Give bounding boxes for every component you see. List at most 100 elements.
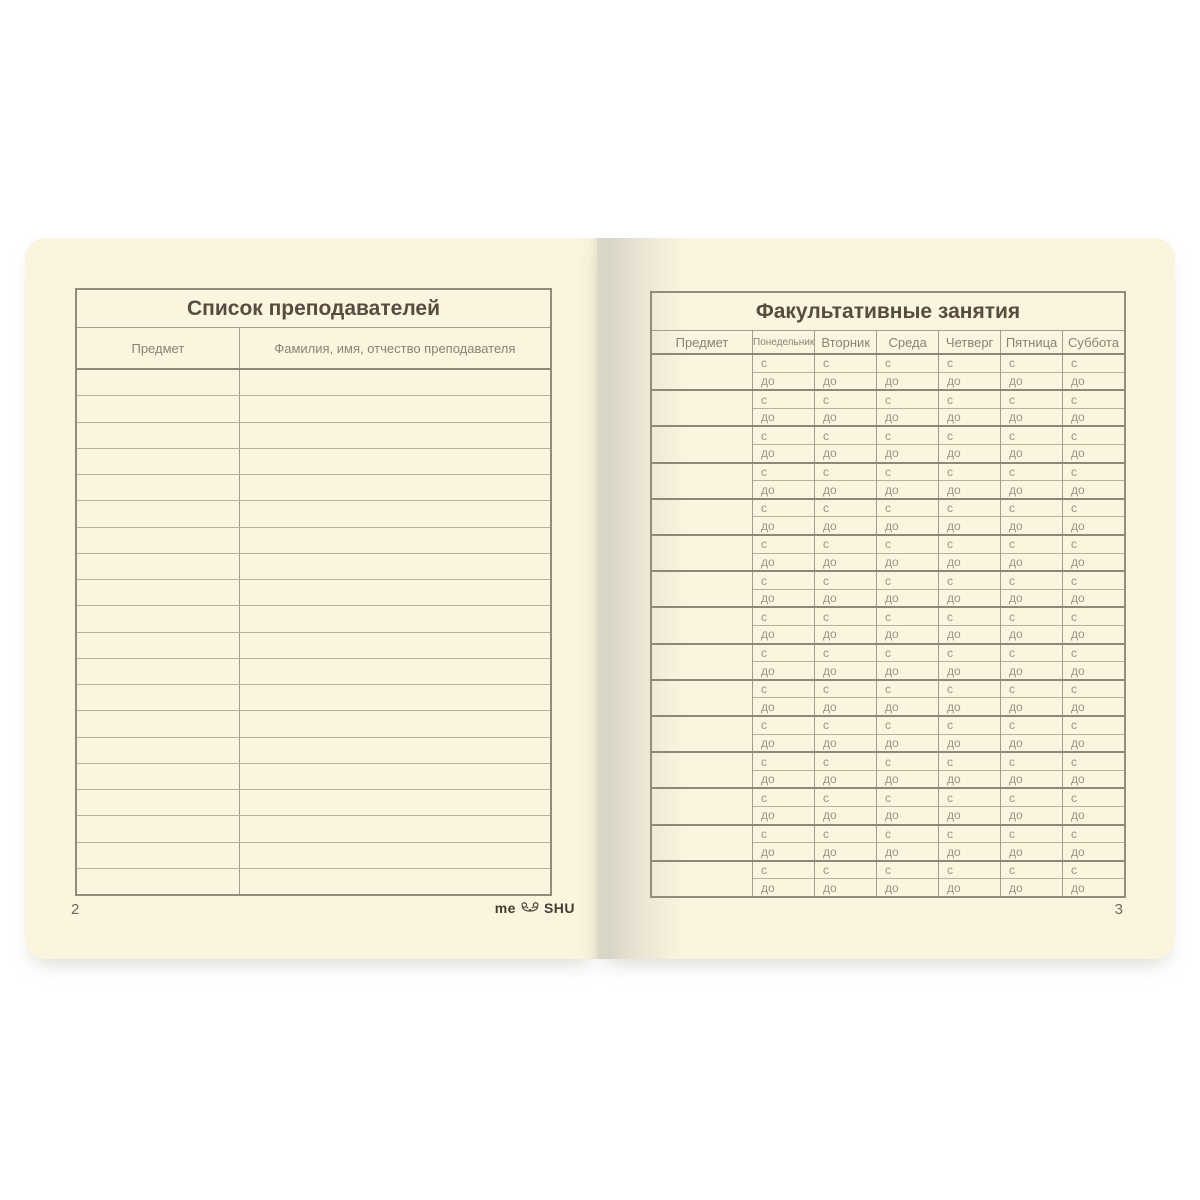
teacher-row xyxy=(77,658,550,685)
elective-from-cell: с xyxy=(1063,862,1124,880)
to-label: до xyxy=(885,808,899,823)
elective-from-cell: с xyxy=(877,355,938,373)
elective-to-cell: до xyxy=(1001,409,1062,426)
elective-from-cell: с xyxy=(753,789,814,808)
to-label: до xyxy=(1009,446,1023,461)
from-label: с xyxy=(947,428,953,443)
elective-to-cell: до xyxy=(877,590,938,607)
elective-from-cell: с xyxy=(877,753,938,771)
elective-row: с до с до с до с до с до с до xyxy=(652,823,1124,860)
teacher-name-cell xyxy=(238,632,550,658)
elective-from-cell: с xyxy=(1063,355,1124,373)
teacher-subject-cell xyxy=(77,554,239,579)
elective-row: с до с до с до с до с до с до xyxy=(652,355,1124,390)
teachers-table-title: Список преподавателей xyxy=(77,290,550,328)
from-label: с xyxy=(1071,537,1077,552)
elective-to-cell: до xyxy=(753,445,814,462)
elective-to-cell: до xyxy=(877,554,938,571)
elective-day-cell: с до xyxy=(1000,753,1062,788)
from-label: с xyxy=(947,754,953,769)
from-label: с xyxy=(1071,718,1077,733)
teacher-row xyxy=(77,763,550,790)
from-label: с xyxy=(823,826,829,841)
from-label: с xyxy=(1071,392,1077,407)
elective-from-cell: с xyxy=(939,681,1000,699)
elective-day-cell: с до xyxy=(1000,572,1062,607)
from-label: с xyxy=(1009,754,1015,769)
elective-from-cell: с xyxy=(815,862,876,880)
elective-from-cell: с xyxy=(753,536,814,554)
to-label: до xyxy=(947,699,961,714)
elective-to-cell: до xyxy=(1063,843,1124,860)
from-label: с xyxy=(885,754,891,769)
teacher-name-cell xyxy=(238,763,550,789)
elective-from-cell: с xyxy=(753,862,814,880)
elective-subject-cell xyxy=(652,391,752,425)
elective-to-cell: до xyxy=(1001,662,1062,679)
diary-spread: Список преподавателей Предмет Фамилия, и… xyxy=(25,238,1175,959)
to-label: до xyxy=(761,410,775,425)
electives-header-wednesday: Среда xyxy=(876,331,938,353)
elective-to-cell: до xyxy=(753,843,814,860)
elective-to-cell: до xyxy=(753,807,814,824)
elective-to-cell: до xyxy=(1063,662,1124,679)
teacher-name-cell xyxy=(238,816,550,842)
to-label: до xyxy=(947,482,961,497)
elective-to-cell: до xyxy=(877,879,938,896)
teacher-name-cell xyxy=(238,396,550,422)
from-label: с xyxy=(947,718,953,733)
elective-day-cell: с до xyxy=(1062,463,1124,498)
elective-from-cell: с xyxy=(877,862,938,880)
elective-day-cell: с до xyxy=(1062,608,1124,643)
from-label: с xyxy=(823,501,829,516)
from-label: с xyxy=(1071,356,1077,371)
from-label: с xyxy=(761,790,767,805)
teacher-subject-cell xyxy=(77,528,239,553)
elective-subject-cell xyxy=(652,826,752,860)
elective-from-cell: с xyxy=(939,536,1000,554)
elective-to-cell: до xyxy=(1063,626,1124,643)
to-label: до xyxy=(823,373,837,388)
teacher-name-cell xyxy=(238,658,550,684)
elective-day-cell: с до xyxy=(814,572,876,607)
to-label: до xyxy=(761,591,775,606)
to-label: до xyxy=(761,373,775,388)
from-label: с xyxy=(761,718,767,733)
elective-to-cell: до xyxy=(877,517,938,534)
elective-to-cell: до xyxy=(877,735,938,752)
elective-from-cell: с xyxy=(1001,536,1062,554)
elective-subject-cell xyxy=(652,753,752,787)
elective-subject-cell xyxy=(652,572,752,606)
elective-subject-cell xyxy=(652,789,752,823)
elective-to-cell: до xyxy=(939,554,1000,571)
to-label: до xyxy=(1071,699,1085,714)
elective-day-cell: с до xyxy=(752,355,814,390)
teacher-subject-cell xyxy=(77,711,239,736)
elective-to-cell: до xyxy=(753,590,814,607)
elective-day-cell: с до xyxy=(752,789,814,824)
elective-day-cell: с до xyxy=(814,753,876,788)
teacher-subject-cell xyxy=(77,475,239,500)
to-label: до xyxy=(1071,554,1085,569)
elective-day-cell: с до xyxy=(876,753,938,788)
elective-day-cell: с до xyxy=(938,825,1000,860)
elective-row: с до с до с до с до с до с до xyxy=(652,715,1124,752)
brand-logo: me SHU xyxy=(495,900,575,916)
elective-from-cell: с xyxy=(939,862,1000,880)
teacher-row xyxy=(77,632,550,659)
elective-to-cell: до xyxy=(877,445,938,462)
elective-from-cell: с xyxy=(1063,464,1124,482)
teacher-row xyxy=(77,580,550,607)
elective-day-cell: с до xyxy=(752,463,814,498)
elective-from-cell: с xyxy=(815,645,876,663)
elective-row: с до с до с до с до с до с до xyxy=(652,606,1124,643)
elective-from-cell: с xyxy=(753,608,814,627)
teacher-subject-cell xyxy=(77,685,239,710)
from-label: с xyxy=(1009,356,1015,371)
elective-from-cell: с xyxy=(1063,572,1124,590)
elective-day-cell: с до xyxy=(938,680,1000,716)
elective-to-cell: до xyxy=(815,698,876,715)
to-label: до xyxy=(885,446,899,461)
elective-from-cell: с xyxy=(815,826,876,844)
elective-from-cell: с xyxy=(1001,789,1062,808)
